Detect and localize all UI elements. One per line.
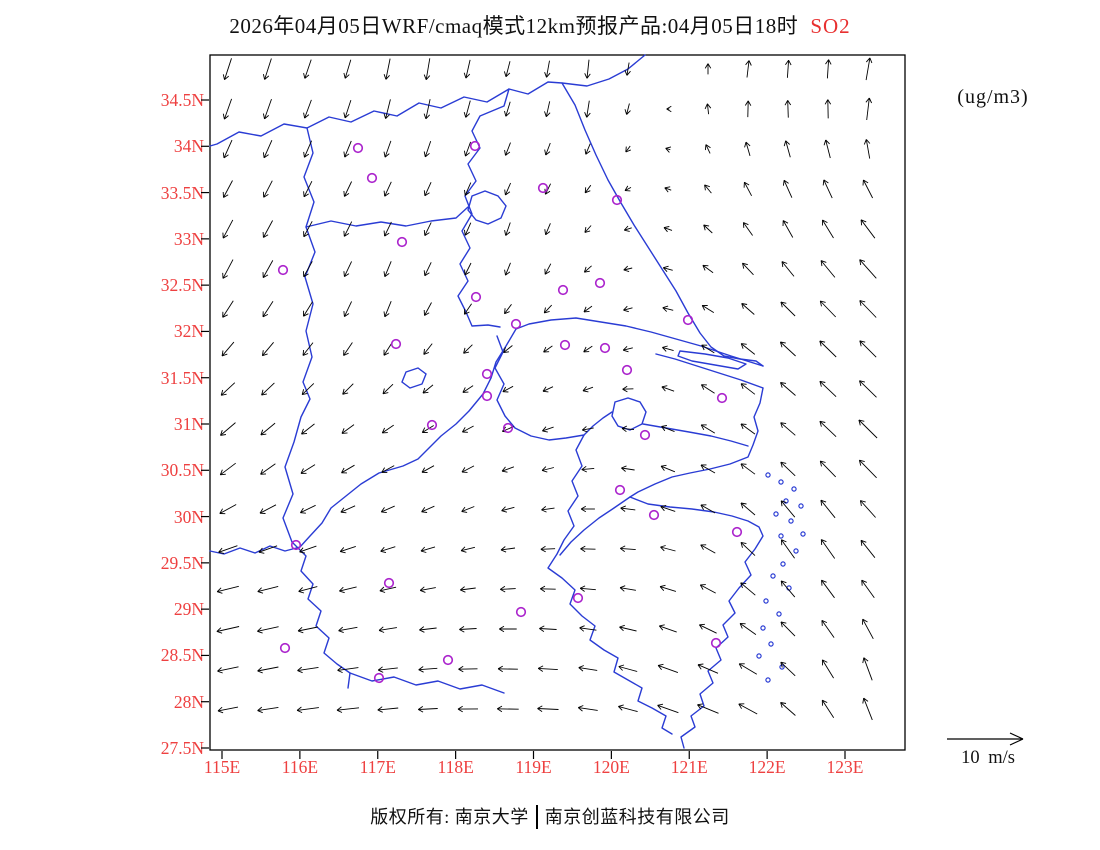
station-marker xyxy=(710,637,722,649)
wind-scale-arrow-icon xyxy=(947,732,1024,746)
station-marker xyxy=(366,172,378,184)
station-marker xyxy=(648,509,660,521)
station-marker xyxy=(469,140,481,152)
station-marker xyxy=(639,429,651,441)
y-axis-tick-label: 33N xyxy=(173,228,204,249)
station-marker xyxy=(557,284,569,296)
page-title: 2026年04月05日WRF/cmaq模式12km预报产品:04月05日18时 S… xyxy=(0,10,1080,40)
species-label: SO2 xyxy=(810,14,851,38)
station-marker xyxy=(470,291,482,303)
station-marker xyxy=(594,277,606,289)
x-axis-tick-label: 118E xyxy=(437,757,474,777)
y-axis-tick-label: 30N xyxy=(173,506,204,527)
x-axis-tick-label: 123E xyxy=(826,757,864,777)
copyright-right: 南京创蓝科技有限公司 xyxy=(544,807,730,827)
separator-bar xyxy=(535,805,538,829)
y-axis-tick-label: 31.5N xyxy=(160,367,204,388)
station-marker xyxy=(277,264,289,276)
station-marker xyxy=(279,642,291,654)
y-axis-tick-label: 31N xyxy=(173,413,204,434)
x-axis-tick-label: 122E xyxy=(748,757,786,777)
y-axis-tick-label: 34N xyxy=(173,136,204,157)
wind-vectors xyxy=(216,57,878,721)
x-axis-tick-label: 121E xyxy=(670,757,708,777)
forecast-map xyxy=(201,54,906,759)
station-marker xyxy=(559,339,571,351)
y-axis-tick-label: 28N xyxy=(173,691,204,712)
station-marker xyxy=(537,182,549,194)
y-axis-tick-label: 33.5N xyxy=(160,182,204,203)
x-axis-tick-label: 117E xyxy=(359,757,396,777)
station-markers xyxy=(277,140,743,684)
station-marker xyxy=(614,484,626,496)
station-marker xyxy=(611,194,623,206)
station-marker xyxy=(515,606,527,618)
station-marker xyxy=(426,419,438,431)
axis-ticks xyxy=(201,99,846,759)
y-axis-tick-label: 28.5N xyxy=(160,645,204,666)
province-boundaries xyxy=(209,54,764,749)
y-axis-tick-label: 32N xyxy=(173,321,204,342)
x-axis-tick-label: 120E xyxy=(592,757,630,777)
wind-scale: 10 m/s xyxy=(938,730,1038,782)
station-marker xyxy=(502,422,514,434)
x-axis-tick-label: 116E xyxy=(281,757,319,777)
station-marker xyxy=(290,539,302,551)
units-label: (ug/m3) xyxy=(957,86,1029,108)
station-marker xyxy=(352,142,364,154)
station-marker xyxy=(731,526,743,538)
station-marker xyxy=(383,577,395,589)
copyright-left: 版权所有: 南京大学 xyxy=(370,807,529,827)
station-marker xyxy=(442,654,454,666)
map-frame xyxy=(209,54,906,751)
station-marker xyxy=(481,390,493,402)
station-marker xyxy=(390,338,402,350)
y-axis-tick-label: 27.5N xyxy=(160,737,204,758)
y-axis-tick-label: 29.5N xyxy=(160,552,204,573)
wind-scale-label: 10 m/s xyxy=(961,748,1015,768)
y-axis-tick-label: 34.5N xyxy=(160,90,204,110)
station-marker xyxy=(481,368,493,380)
lakes xyxy=(401,190,647,431)
station-marker xyxy=(716,392,728,404)
x-axis-tick-label: 115E xyxy=(203,757,241,777)
y-axis-tick-label: 32.5N xyxy=(160,275,204,296)
station-marker xyxy=(510,318,522,330)
y-axis-tick-label: 29N xyxy=(173,599,204,620)
copyright-footer: 版权所有: 南京大学 南京创蓝科技有限公司 xyxy=(0,803,1100,829)
station-marker xyxy=(396,236,408,248)
y-axis-tick-label: 30.5N xyxy=(160,460,204,481)
station-marker xyxy=(621,364,633,376)
station-marker xyxy=(682,314,694,326)
x-axis-tick-label: 119E xyxy=(515,757,552,777)
islands xyxy=(756,472,806,683)
station-marker xyxy=(599,342,611,354)
station-marker xyxy=(373,672,385,684)
station-marker xyxy=(572,592,584,604)
title-text: 2026年04月05日WRF/cmaq模式12km预报产品:04月05日18时 xyxy=(229,14,799,38)
